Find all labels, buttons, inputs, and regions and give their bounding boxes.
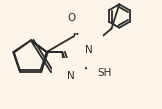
Text: O: O (67, 13, 75, 23)
Text: S: S (62, 68, 69, 78)
Text: N: N (85, 45, 93, 55)
Text: SH: SH (97, 68, 112, 77)
Text: N: N (67, 71, 75, 81)
